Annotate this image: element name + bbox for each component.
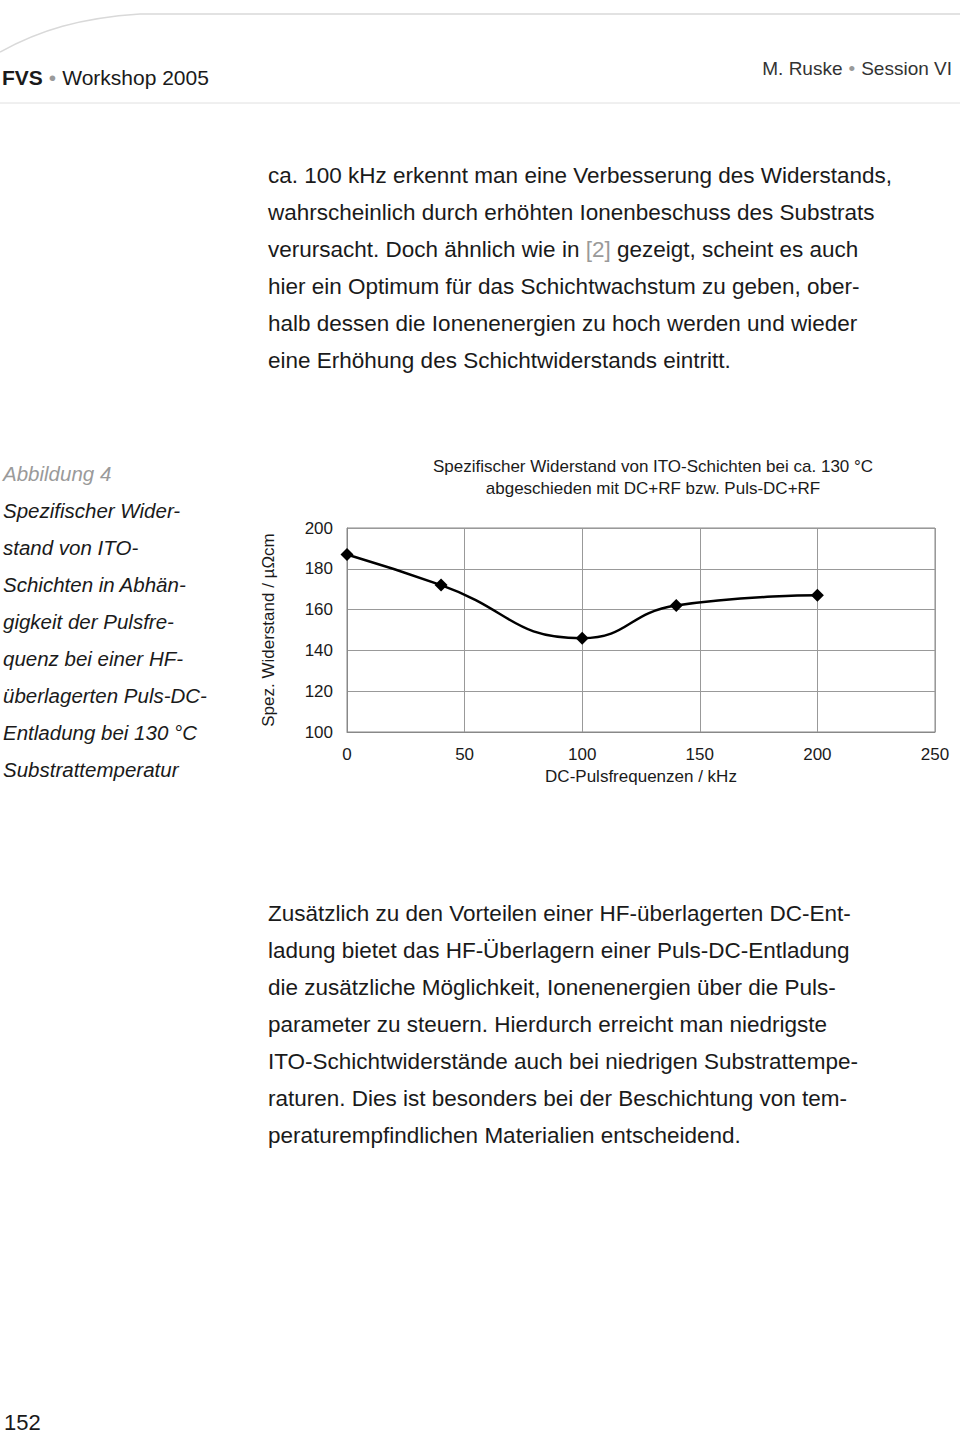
svg-text:abgeschieden mit DC+RF bzw. Pu: abgeschieden mit DC+RF bzw. Puls-DC+RF: [486, 479, 820, 498]
html-text:Substrattemperatur: Substrattemperatur: [3, 758, 179, 781]
html-text:ITO-Schichtwiderstände auch be: ITO-Schichtwiderstände auch bei niedrige…: [268, 1049, 858, 1074]
svg-text:0: 0: [342, 745, 351, 764]
html-text:die zusätzliche Möglichkeit, I: die zusätzliche Möglichkeit, Ionenenergi…: [268, 975, 836, 1000]
svg-text:250: 250: [921, 745, 949, 764]
html-text:halb dessen die Ionenenergien: halb dessen die Ionenenergien zu hoch we…: [268, 311, 858, 336]
html-text:überlagerten Puls-DC-: überlagerten Puls-DC-: [3, 684, 207, 707]
svg-text:100: 100: [305, 723, 333, 742]
svg-text:160: 160: [305, 600, 333, 619]
html-text:FVS • Workshop 2005: FVS • Workshop 2005: [2, 66, 209, 89]
html-text:Schichten in Abhän-: Schichten in Abhän-: [3, 573, 186, 596]
svg-text:180: 180: [305, 559, 333, 578]
html-text:152: 152: [4, 1410, 41, 1435]
svg-text:100: 100: [568, 745, 596, 764]
svg-text:140: 140: [305, 641, 333, 660]
html-text:ladung bietet das HF-Überlager: ladung bietet das HF-Überlagern einer Pu…: [268, 938, 850, 963]
html-text:wahrscheinlich durch erhöhten: wahrscheinlich durch erhöhten Ionenbesch…: [268, 200, 875, 225]
html-text:Abbildung 4: Abbildung 4: [3, 462, 112, 485]
html-text:Zusätzlich zu den Vorteilen ei: Zusätzlich zu den Vorteilen einer HF-übe…: [268, 901, 851, 926]
html-text:verursacht. Doch ähnlich wie i: verursacht. Doch ähnlich wie in [2] geze…: [268, 237, 859, 262]
html-text:quenz bei einer HF-: quenz bei einer HF-: [3, 647, 183, 670]
html-text:peraturempfindlichen Materiali: peraturempfindlichen Materialien entsche…: [268, 1123, 741, 1148]
svg-text:Spezifischer Widerstand von IT: Spezifischer Widerstand von ITO-Schichte…: [433, 457, 873, 476]
html-text:gigkeit der Pulsfre-: gigkeit der Pulsfre-: [3, 610, 174, 633]
svg-text:200: 200: [305, 519, 333, 538]
html-text:stand von ITO-: stand von ITO-: [3, 536, 139, 559]
html-text:parameter zu steuern. Hierdurc: parameter zu steuern. Hierdurch erreicht…: [268, 1012, 827, 1037]
html-text:Spezifischer Wider-: Spezifischer Wider-: [3, 499, 181, 522]
html-text:hier ein Optimum für das Schic: hier ein Optimum für das Schichtwachstum…: [268, 274, 860, 299]
svg-text:200: 200: [803, 745, 831, 764]
html-text:raturen. Dies ist besonders be: raturen. Dies ist besonders bei der Besc…: [268, 1086, 847, 1111]
html-text:ca. 100 kHz erkennt man eine V: ca. 100 kHz erkennt man eine Verbesserun…: [268, 163, 893, 188]
html-text:Entladung bei 130 °C: Entladung bei 130 °C: [3, 721, 197, 744]
html-text:eine Erhöhung des Schichtwider: eine Erhöhung des Schichtwiderstands ein…: [268, 348, 731, 373]
svg-text:DC-Pulsfrequenzen / kHz: DC-Pulsfrequenzen / kHz: [545, 767, 737, 786]
svg-text:Spez. Widerstand / µΩcm: Spez. Widerstand / µΩcm: [259, 533, 278, 727]
svg-text:50: 50: [455, 745, 474, 764]
html-text:M. Ruske • Session VI: M. Ruske • Session VI: [762, 58, 952, 79]
svg-text:120: 120: [305, 682, 333, 701]
svg-text:150: 150: [686, 745, 714, 764]
